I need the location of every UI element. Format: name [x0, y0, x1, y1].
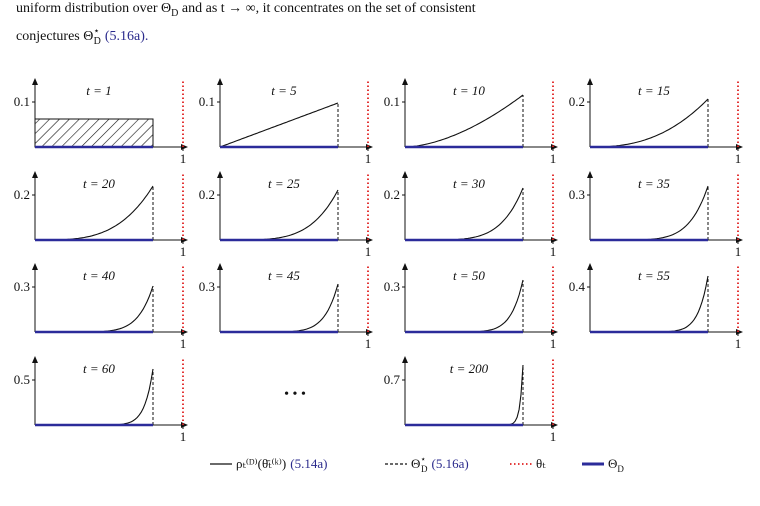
intro-line: conjectures Θ⋆ D (5.16a).: [16, 26, 148, 47]
density-curve: [35, 368, 154, 426]
density-curve: [590, 185, 709, 241]
panel-title: t = 20: [83, 176, 115, 191]
panel-title: t = 15: [638, 83, 670, 98]
panel-title: t = 40: [83, 268, 115, 283]
y-tick-label: 0.5: [14, 372, 30, 387]
panel-title: t = 60: [83, 361, 115, 376]
x-tick-label: 1: [180, 244, 187, 259]
panel-title: t = 1: [86, 83, 111, 98]
y-tick-label: 0.1: [14, 94, 30, 109]
y-tick-label: 0.7: [384, 372, 401, 387]
legend-symbol: ρₜ⁽ᴰ⁾(θ̄ₜ⁽ᵏ⁾): [236, 456, 286, 471]
x-tick-label: 1: [180, 429, 187, 444]
y-tick-label: 0.2: [14, 187, 30, 202]
density-curve: [590, 275, 709, 333]
density-curve: [220, 283, 339, 333]
panel-title: t = 10: [453, 83, 485, 98]
legend-symbol: Θ: [608, 456, 617, 471]
y-tick-label: 0.1: [384, 94, 400, 109]
ellipsis: • • •: [284, 387, 306, 402]
x-tick-label: 1: [365, 151, 372, 166]
legend-label: Θ⋆ D (5.16a): [411, 454, 469, 474]
panel-title: t = 55: [638, 268, 670, 283]
panel-title: t = 50: [453, 268, 485, 283]
y-tick-label: 0.3: [569, 187, 585, 202]
density-curve: [405, 279, 524, 333]
legend-label: ρₜ⁽ᴰ⁾(θ̄ₜ⁽ᵏ⁾) (5.14a): [236, 456, 327, 471]
y-tick-label: 0.2: [199, 187, 215, 202]
panel-title: t = 5: [271, 83, 297, 98]
y-tick-label: 0.1: [199, 94, 215, 109]
x-tick-label: 1: [365, 244, 372, 259]
legend-sup: ⋆: [420, 454, 426, 464]
x-tick-label: 1: [550, 336, 557, 351]
legend-label: θₜ: [536, 456, 546, 471]
panel-title: t = 25: [268, 176, 300, 191]
x-tick-label: 1: [365, 336, 372, 351]
x-tick-label: 1: [735, 151, 742, 166]
y-tick-label: 0.2: [569, 94, 585, 109]
x-tick-label: 1: [550, 429, 557, 444]
density-curve: [35, 285, 154, 333]
x-tick-label: 1: [550, 151, 557, 166]
x-tick-label: 1: [180, 336, 187, 351]
panel-title: t = 30: [453, 176, 485, 191]
panel-title: t = 45: [268, 268, 300, 283]
y-tick-label: 0.3: [14, 279, 30, 294]
y-tick-label: 0.4: [569, 279, 586, 294]
density-curve: [219, 102, 339, 148]
legend-sub: D: [617, 464, 624, 474]
legend-label: ΘD: [608, 456, 624, 474]
legend-ref: (5.14a): [290, 456, 327, 471]
density-curve: [590, 98, 709, 148]
x-tick-label: 1: [180, 151, 187, 166]
density-curve: [35, 185, 154, 241]
panel-title: t = 200: [450, 361, 489, 376]
legend-symbol: θₜ: [536, 456, 546, 471]
intro-line: uniform distribution over ΘD and as t → …: [16, 1, 476, 19]
x-tick-label: 1: [735, 336, 742, 351]
legend-sub: D: [421, 464, 428, 474]
y-tick-label: 0.3: [384, 279, 400, 294]
legend-ref: (5.16a): [432, 456, 469, 471]
x-tick-label: 1: [550, 244, 557, 259]
density-curve: [405, 94, 524, 148]
density-curve: [220, 189, 339, 241]
legend-symbol: Θ: [411, 456, 420, 471]
y-tick-label: 0.3: [199, 279, 215, 294]
panel-title: t = 35: [638, 176, 670, 191]
density-curve: [405, 187, 524, 241]
x-tick-label: 1: [735, 244, 742, 259]
y-tick-label: 0.2: [384, 187, 400, 202]
density-area: [34, 118, 154, 148]
